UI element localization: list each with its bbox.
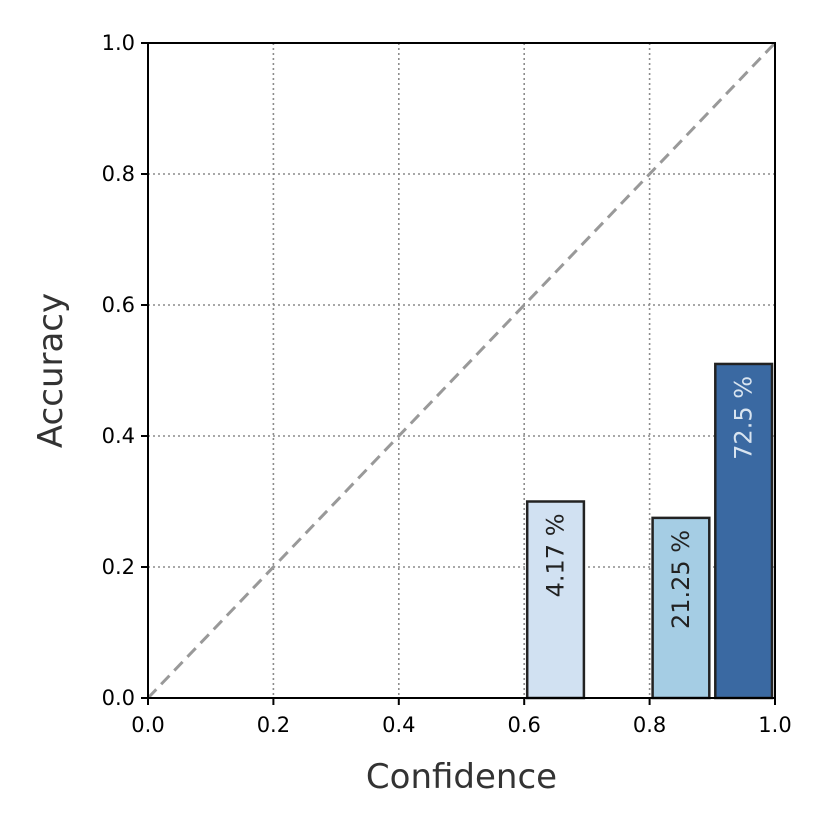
bar-percentage-label: 21.25 %: [667, 530, 695, 629]
y-tick-label: 1.0: [102, 31, 135, 55]
x-tick-label: 0.4: [382, 713, 415, 737]
y-tick-label: 0.2: [102, 555, 135, 579]
y-tick-label: 0.4: [102, 424, 135, 448]
accuracy-bar: [714, 362, 774, 700]
accuracy-bar: [525, 500, 586, 700]
x-tick-label: 0.0: [131, 713, 164, 737]
x-tick-label: 0.2: [257, 713, 290, 737]
bar-percentage-label: 72.5 %: [730, 376, 758, 460]
y-tick-label: 0.6: [102, 293, 135, 317]
plot-frame: [147, 42, 776, 699]
bars: 4.17 % 21.25 % 72.5 %: [525, 362, 774, 700]
ticks: 0.0 0.2 0.4 0.6 0.8 1.0 0.0 0.2 0.4 0.6 0.8 1.0: [102, 31, 792, 737]
x-axis-title: Confidence: [366, 757, 557, 797]
bar-percentage-label: 4.17 %: [542, 514, 570, 598]
x-tick-label: 1.0: [758, 713, 791, 737]
y-tick-label: 0.0: [102, 686, 135, 710]
y-tick-label: 0.8: [102, 162, 135, 186]
x-tick-label: 0.6: [507, 713, 540, 737]
x-tick-label: 0.8: [633, 713, 666, 737]
y-axis-title: Accuracy: [31, 293, 71, 448]
